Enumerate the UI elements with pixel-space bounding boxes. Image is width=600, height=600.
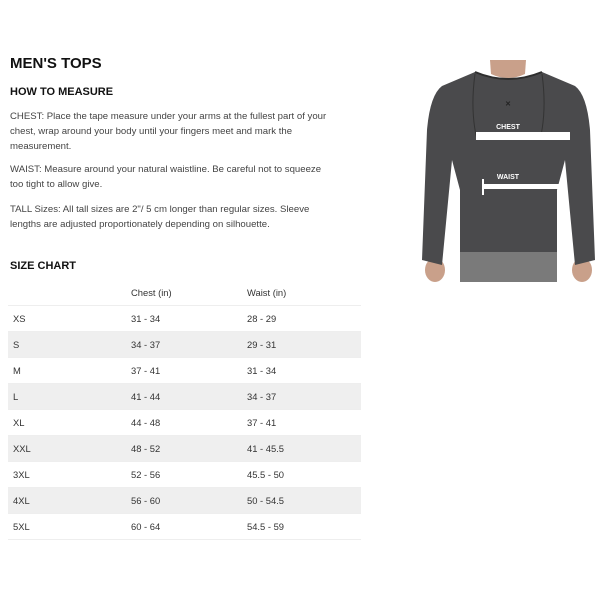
- table-row: 5XL 60 - 64 54.5 - 59: [8, 513, 361, 540]
- waist-label: WAIST: [497, 174, 520, 181]
- column-header-chest: Chest (in): [131, 280, 247, 306]
- cell-size: XS: [8, 305, 131, 332]
- chest-label: CHEST: [496, 124, 520, 131]
- table-row: S 34 - 37 29 - 31: [8, 331, 361, 358]
- cell-waist: 28 - 29: [247, 305, 361, 332]
- cell-size: M: [8, 357, 131, 384]
- cell-chest: 60 - 64: [131, 513, 247, 540]
- cell-waist: 37 - 41: [247, 409, 361, 436]
- svg-text:✕: ✕: [505, 101, 511, 108]
- cell-size: 4XL: [8, 487, 131, 514]
- cell-waist: 29 - 31: [247, 331, 361, 358]
- cell-chest: 34 - 37: [131, 331, 247, 358]
- table-row: XL 44 - 48 37 - 41: [8, 409, 361, 436]
- table-row: L 41 - 44 34 - 37: [8, 383, 361, 410]
- table-row: 3XL 52 - 56 45.5 - 50: [8, 461, 361, 488]
- cell-waist: 54.5 - 59: [247, 513, 361, 540]
- cell-chest: 37 - 41: [131, 357, 247, 384]
- cell-chest: 52 - 56: [131, 461, 247, 488]
- table-row: M 37 - 41 31 - 34: [8, 357, 361, 384]
- cell-chest: 56 - 60: [131, 487, 247, 514]
- table-row: XS 31 - 34 28 - 29: [8, 305, 361, 332]
- brand-logo-icon: ✕: [505, 101, 511, 108]
- size-chart-heading: SIZE CHART: [10, 260, 76, 272]
- cell-size: L: [8, 383, 131, 410]
- cell-waist: 41 - 45.5: [247, 435, 361, 462]
- cell-waist: 31 - 34: [247, 357, 361, 384]
- page-title: MEN'S TOPS: [10, 55, 102, 72]
- table-row: 4XL 56 - 60 50 - 54.5: [8, 487, 361, 514]
- cell-size: XXL: [8, 435, 131, 462]
- waist-measure-bar: [483, 184, 563, 189]
- column-header-size: [8, 280, 131, 306]
- how-to-measure-heading: HOW TO MEASURE: [10, 86, 114, 98]
- chest-instructions: CHEST: Place the tape measure under your…: [10, 111, 327, 152]
- cell-waist: 34 - 37: [247, 383, 361, 410]
- cell-size: S: [8, 331, 131, 358]
- cell-chest: 48 - 52: [131, 435, 247, 462]
- cell-waist: 50 - 54.5: [247, 487, 361, 514]
- cell-size: 3XL: [8, 461, 131, 488]
- table-row: XXL 48 - 52 41 - 45.5: [8, 435, 361, 462]
- measurement-illustration: ✕ CHEST WAIST: [415, 60, 600, 282]
- waist-instructions: WAIST: Measure around your natural waist…: [10, 164, 322, 190]
- size-chart-table: Chest (in) Waist (in) XS 31 - 34 28 - 29 S 3…: [8, 280, 361, 540]
- cell-waist: 45.5 - 50: [247, 461, 361, 488]
- column-header-waist: Waist (in): [247, 280, 361, 306]
- cell-chest: 31 - 34: [131, 305, 247, 332]
- chest-measure-bar: [476, 132, 570, 140]
- table-header-row: Chest (in) Waist (in): [8, 280, 361, 306]
- tall-sizes-note: TALL Sizes: All tall sizes are 2"/ 5 cm …: [10, 204, 310, 230]
- cell-size: XL: [8, 409, 131, 436]
- cell-chest: 41 - 44: [131, 383, 247, 410]
- cell-chest: 44 - 48: [131, 409, 247, 436]
- cell-size: 5XL: [8, 513, 131, 540]
